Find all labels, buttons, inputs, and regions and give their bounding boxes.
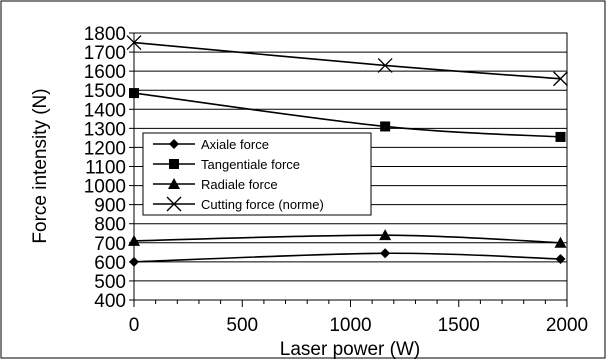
legend-marker bbox=[169, 139, 179, 149]
y-tick-label: 900 bbox=[94, 196, 126, 217]
legend-label: Tangentiale force bbox=[201, 157, 300, 172]
data-point bbox=[377, 57, 393, 73]
data-point bbox=[380, 248, 391, 259]
x-tick-label: 0 bbox=[129, 315, 140, 336]
legend-label: Axiale force bbox=[201, 137, 269, 152]
data-point bbox=[554, 236, 567, 248]
data-point bbox=[129, 256, 139, 267]
y-tick-label: 1000 bbox=[84, 177, 126, 198]
legend-item: Axiale force bbox=[153, 137, 269, 152]
data-point bbox=[555, 131, 566, 142]
y-tick-label: 1400 bbox=[84, 100, 126, 121]
series-0 bbox=[129, 248, 566, 267]
y-tick-label: 1200 bbox=[84, 138, 126, 159]
legend-box bbox=[142, 132, 372, 216]
x-axis-title: Laser power (W) bbox=[280, 339, 420, 359]
y-tick-label: 600 bbox=[94, 253, 126, 274]
legend-item: Radiale force bbox=[153, 177, 278, 192]
series-2 bbox=[128, 229, 567, 248]
y-axis-title: Force intensity (N) bbox=[30, 88, 51, 243]
y-tick-label: 800 bbox=[94, 215, 126, 236]
legend-marker bbox=[169, 159, 179, 169]
data-point bbox=[126, 35, 142, 50]
legend-label: Radiale force bbox=[201, 177, 278, 192]
x-tick-label: 1500 bbox=[438, 315, 480, 336]
x-tick-label: 2000 bbox=[546, 315, 588, 336]
y-tick-label: 1500 bbox=[84, 81, 126, 102]
y-tick-label: 1600 bbox=[84, 62, 126, 83]
y-tick-label: 700 bbox=[94, 234, 126, 255]
x-tick-label: 500 bbox=[226, 315, 258, 336]
data-point bbox=[379, 229, 392, 241]
y-tick-label: 400 bbox=[94, 291, 126, 312]
legend-label: Cutting force (norme) bbox=[201, 197, 324, 212]
legend-marker bbox=[166, 196, 182, 212]
y-tick-label: 1800 bbox=[84, 24, 126, 45]
data-point bbox=[553, 71, 568, 87]
y-tick-label: 500 bbox=[94, 272, 126, 293]
legend-marker bbox=[168, 178, 180, 189]
series-3 bbox=[126, 35, 568, 87]
data-point bbox=[380, 121, 391, 132]
y-tick-label: 1700 bbox=[84, 43, 126, 64]
data-point bbox=[129, 88, 139, 99]
series-1 bbox=[129, 88, 566, 142]
x-tick-label: 1000 bbox=[329, 315, 371, 336]
data-point bbox=[555, 253, 566, 264]
data-point bbox=[128, 234, 140, 246]
y-tick-label: 1100 bbox=[85, 158, 126, 179]
legend-item: Cutting force (norme) bbox=[153, 196, 324, 212]
legend-item: Tangentiale force bbox=[153, 157, 300, 172]
y-tick-label: 1300 bbox=[84, 119, 126, 140]
